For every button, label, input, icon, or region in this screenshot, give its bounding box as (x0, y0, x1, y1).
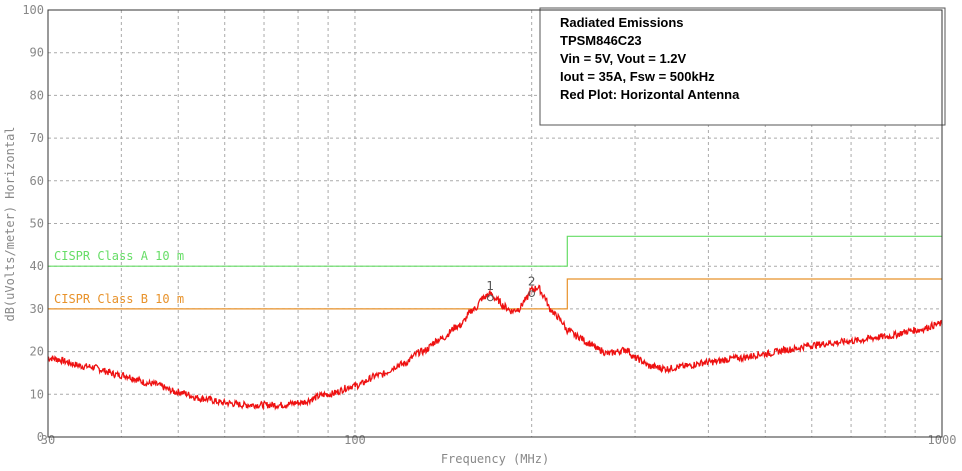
marker-1-point (486, 294, 494, 302)
y-tick-label: 80 (30, 88, 44, 102)
limit-label-2: CISPR Class B 10 m (54, 292, 184, 306)
info-line-1: Radiated Emissions (560, 15, 684, 30)
info-line-3: Vin = 5V, Vout = 1.2V (560, 51, 687, 66)
marker-1-label: 1 (486, 279, 494, 293)
info-line-2: TPSM846C23 (560, 33, 642, 48)
y-tick-label: 0 (37, 430, 44, 444)
y-axis-label: dB(uVolts/meter) Horizontal (3, 126, 17, 321)
y-tick-label: 70 (30, 131, 44, 145)
series-line-1 (47, 284, 943, 411)
x-axis-label: Frequency (MHz) (441, 452, 549, 466)
limit-line-1 (48, 235, 942, 267)
y-tick-label: 10 (30, 387, 44, 401)
info-line-5: Red Plot: Horizontal Antenna (560, 87, 740, 102)
limit-label-1: CISPR Class A 10 m (54, 249, 184, 263)
series-group (47, 284, 943, 411)
limit-line-2 (48, 278, 942, 310)
marker-2-label: 2 (528, 275, 536, 289)
info-box-frame (539, 7, 946, 126)
info-box: Radiated Emissions TPSM846C23 Vin = 5V, … (539, 7, 946, 126)
y-tick-label: 100 (22, 3, 44, 17)
y-tick-label: 40 (30, 259, 44, 273)
y-tick-label: 50 (30, 217, 44, 231)
plot-frame (47, 9, 943, 438)
x-tick-label: 100 (344, 433, 366, 447)
y-tick-label: 60 (30, 174, 44, 188)
limit-lines: CISPR Class A 10 m CISPR Class B 10 m (48, 235, 942, 310)
info-line-4: Iout = 35A, Fsw = 500kHz (560, 69, 715, 84)
y-tick-label: 30 (30, 302, 44, 316)
marker-2-point (528, 290, 535, 297)
y-tick-label: 20 (30, 345, 44, 359)
y-tick-label: 90 (30, 46, 44, 60)
